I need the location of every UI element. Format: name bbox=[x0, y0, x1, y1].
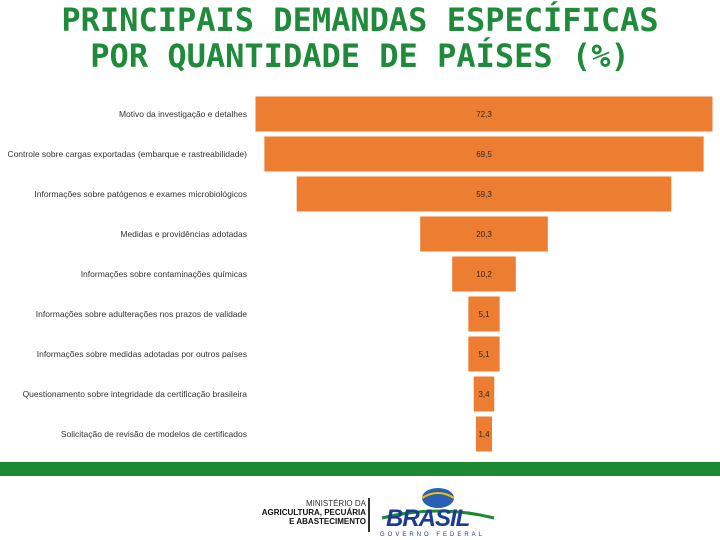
bar-value-label-3: 59,3 bbox=[476, 190, 492, 199]
bar-6 bbox=[467, 295, 501, 333]
ministry-line-1: MINISTÉRIO DA bbox=[305, 499, 366, 508]
bar-value-label-6: 5,1 bbox=[478, 310, 490, 319]
ministry-line-2: AGRICULTURA, PECUÁRIA bbox=[261, 508, 366, 517]
title-line-2: POR QUANTIDADE DE PAÍSES (%) bbox=[90, 37, 630, 75]
category-label-5: Informações sobre contaminações químicas bbox=[81, 269, 247, 279]
ministry-divider bbox=[368, 498, 370, 532]
bar-value-label-9: 1,4 bbox=[478, 430, 490, 439]
brasil-globe-icon bbox=[381, 488, 495, 520]
page-title: PRINCIPAIS DEMANDAS ESPECÍFICAS POR QUAN… bbox=[0, 2, 720, 74]
category-label-3: Informações sobre patógenos e exames mic… bbox=[34, 189, 247, 199]
bar-3 bbox=[295, 175, 673, 213]
footer bbox=[0, 476, 720, 540]
bar-value-label-1: 72,3 bbox=[476, 110, 492, 119]
category-label-4: Medidas e providências adotadas bbox=[120, 229, 247, 239]
bar-value-label-4: 20,3 bbox=[476, 230, 492, 239]
funnel-bar-chart: 72,3 Motivo da investigação e detalhes 69,… bbox=[7, 95, 714, 453]
ministry-line-3: E ABASTECIMENTO bbox=[289, 517, 366, 526]
bar-1 bbox=[254, 95, 714, 133]
bar-9 bbox=[475, 415, 493, 453]
brasil-subtitle: GOVERNO FEDERAL bbox=[380, 532, 486, 538]
bar-2 bbox=[263, 135, 705, 173]
footer-green-band bbox=[0, 462, 720, 476]
bar-value-label-2: 69,5 bbox=[476, 150, 492, 159]
bar-5 bbox=[451, 255, 517, 293]
category-label-2: Controle sobre cargas exportadas (embarq… bbox=[7, 149, 247, 159]
category-label-7: Informações sobre medidas adotadas por o… bbox=[37, 349, 247, 359]
bar-value-label-7: 5,1 bbox=[478, 350, 490, 359]
brasil-wordmark: BRASIL bbox=[386, 505, 470, 532]
category-label-1: Motivo da investigação e detalhes bbox=[119, 109, 247, 119]
bar-value-label-8: 3,4 bbox=[478, 390, 490, 399]
bar-value-label-5: 10,2 bbox=[476, 270, 492, 279]
category-label-6: Informações sobre adulterações nos prazo… bbox=[36, 309, 247, 319]
category-label-9: Solicitação de revisão de modelos de cer… bbox=[61, 429, 247, 439]
bar-4 bbox=[419, 215, 549, 253]
bar-7 bbox=[467, 335, 501, 373]
category-label-8: Questionamento sobre integridade da cert… bbox=[23, 389, 248, 399]
title-line-1: PRINCIPAIS DEMANDAS ESPECÍFICAS bbox=[61, 1, 659, 39]
bar-8 bbox=[472, 375, 496, 413]
ministry-logo-text: MINISTÉRIO DA AGRICULTURA, PECUÁRIA E AB… bbox=[240, 499, 366, 533]
